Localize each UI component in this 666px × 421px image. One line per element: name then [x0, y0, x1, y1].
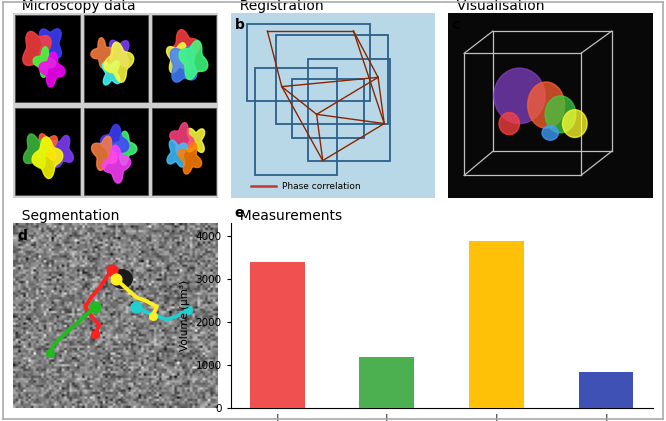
- Bar: [579, 372, 633, 408]
- Polygon shape: [112, 131, 137, 165]
- Polygon shape: [33, 47, 56, 77]
- Polygon shape: [103, 145, 131, 183]
- Point: [131, 303, 142, 310]
- Bar: [152, 16, 216, 102]
- Point: [182, 307, 193, 314]
- Text: Registration: Registration: [230, 0, 323, 13]
- Polygon shape: [104, 42, 134, 83]
- Bar: [292, 79, 364, 139]
- Bar: [152, 108, 216, 195]
- Ellipse shape: [545, 96, 576, 133]
- Polygon shape: [23, 32, 51, 70]
- Text: Segmentation: Segmentation: [13, 209, 120, 224]
- Text: Phase correlation: Phase correlation: [282, 182, 360, 191]
- Bar: [250, 262, 304, 408]
- Polygon shape: [38, 134, 57, 160]
- Polygon shape: [170, 29, 200, 70]
- Polygon shape: [167, 140, 187, 167]
- Bar: [15, 108, 79, 195]
- Text: Visualisation: Visualisation: [448, 0, 544, 13]
- Ellipse shape: [499, 112, 519, 135]
- Point: [147, 312, 158, 319]
- Bar: [84, 16, 148, 102]
- Polygon shape: [91, 136, 117, 171]
- Bar: [255, 68, 337, 176]
- Polygon shape: [39, 52, 65, 87]
- Y-axis label: Volume (µm³): Volume (µm³): [180, 280, 190, 352]
- Ellipse shape: [542, 125, 558, 140]
- Polygon shape: [91, 38, 113, 68]
- Polygon shape: [187, 128, 204, 152]
- Bar: [84, 108, 148, 195]
- Polygon shape: [23, 134, 49, 169]
- Point: [45, 349, 55, 356]
- Polygon shape: [39, 29, 61, 59]
- Ellipse shape: [494, 68, 545, 124]
- Polygon shape: [170, 46, 196, 82]
- Text: c: c: [452, 18, 460, 32]
- Polygon shape: [170, 123, 194, 156]
- Polygon shape: [101, 125, 129, 163]
- Polygon shape: [32, 137, 63, 179]
- Polygon shape: [178, 143, 202, 174]
- Bar: [276, 35, 388, 124]
- Polygon shape: [50, 136, 73, 167]
- Point: [107, 266, 117, 273]
- Ellipse shape: [527, 82, 565, 128]
- Point: [90, 331, 101, 338]
- Ellipse shape: [563, 110, 587, 137]
- Text: e: e: [234, 206, 244, 220]
- Point: [111, 276, 121, 282]
- Bar: [247, 24, 370, 101]
- Bar: [469, 241, 524, 408]
- Polygon shape: [109, 40, 129, 67]
- Polygon shape: [103, 61, 120, 85]
- Circle shape: [112, 270, 132, 288]
- Bar: [308, 59, 390, 160]
- Bar: [360, 357, 414, 408]
- Text: Measurements: Measurements: [230, 209, 342, 224]
- Text: d: d: [17, 229, 27, 243]
- Text: b: b: [234, 18, 244, 32]
- Bar: [15, 16, 79, 102]
- Polygon shape: [166, 43, 188, 73]
- Text: a: a: [17, 18, 27, 32]
- Text: Microscopy data: Microscopy data: [13, 0, 136, 13]
- Point: [90, 303, 101, 310]
- Polygon shape: [179, 40, 208, 80]
